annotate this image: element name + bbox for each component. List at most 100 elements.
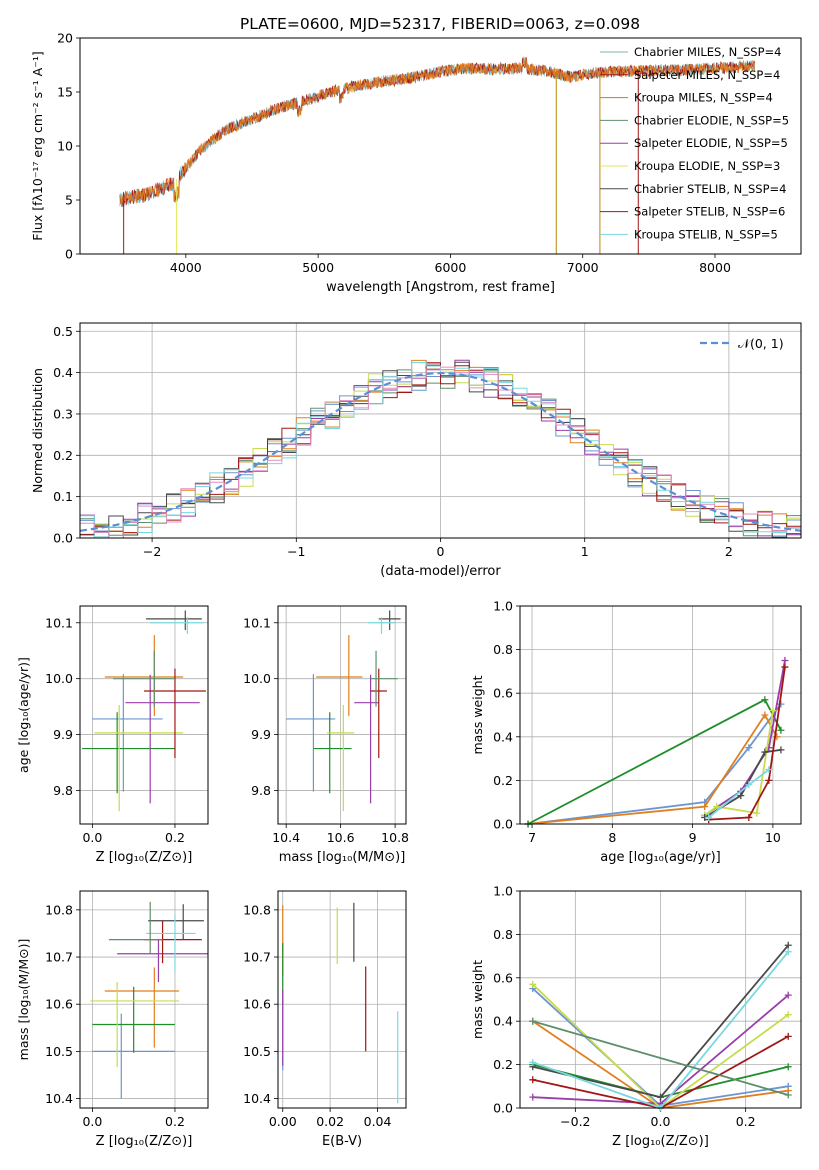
series-marker bbox=[529, 1058, 537, 1066]
age-vs-Z-axes bbox=[76, 606, 208, 828]
y-tick-label: 10.6 bbox=[45, 997, 73, 1012]
y-tick-label: 10.4 bbox=[45, 1091, 73, 1106]
plot-frame bbox=[519, 605, 802, 825]
series-marker bbox=[761, 711, 769, 719]
spectrum-series bbox=[119, 56, 756, 205]
y-axis-label: mass weight bbox=[470, 675, 485, 754]
series-marker bbox=[784, 1032, 792, 1040]
x-tick-label: 0 bbox=[437, 544, 445, 559]
x-tick-label: 10.4 bbox=[272, 830, 300, 845]
series-marker bbox=[745, 781, 753, 789]
x-tick-label: −0.2 bbox=[560, 1114, 590, 1129]
x-tick-label: 8000 bbox=[699, 260, 731, 275]
legend-label: Chabrier ELODIE, N_SSP=5 bbox=[634, 113, 789, 127]
series-marker bbox=[761, 696, 769, 704]
series-marker bbox=[784, 1011, 792, 1019]
legend-label: Kroupa MILES, N_SSP=4 bbox=[634, 91, 773, 105]
plot-frame bbox=[277, 605, 407, 825]
x-tick-label: 9 bbox=[689, 830, 697, 845]
y-tick-label: 10.0 bbox=[243, 671, 271, 686]
series-marker bbox=[657, 1093, 664, 1101]
plot-frame bbox=[277, 890, 407, 1109]
x-tick-label: 0.0 bbox=[82, 1114, 102, 1129]
x-tick-label: −2 bbox=[143, 544, 161, 559]
x-tick-label: 0.00 bbox=[269, 1114, 297, 1129]
x-tick-label: 0.2 bbox=[165, 830, 185, 845]
y-tick-label: 10.5 bbox=[45, 1044, 73, 1059]
y-tick-label: 0.1 bbox=[53, 489, 73, 504]
x-tick-label: 7000 bbox=[567, 260, 599, 275]
series-marker bbox=[784, 941, 792, 949]
y-tick-label: 0.0 bbox=[493, 1101, 513, 1116]
series-line bbox=[527, 698, 782, 825]
y-tick-label: 0.2 bbox=[493, 1057, 513, 1072]
x-tick-label: 0.0 bbox=[82, 830, 102, 845]
y-axis-label: mass [log₁₀(M/M⊙)] bbox=[16, 939, 31, 1061]
y-tick-label: 0.0 bbox=[493, 817, 513, 832]
x-axis-label: Z [log₁₀(Z/Z⊙)] bbox=[96, 1134, 193, 1149]
x-tick-label: −1 bbox=[287, 544, 305, 559]
y-tick-label: 1.0 bbox=[493, 599, 513, 614]
x-tick-label: 10.8 bbox=[381, 830, 409, 845]
plot-frame bbox=[79, 37, 802, 255]
y-tick-label: 10.7 bbox=[243, 950, 271, 965]
series-marker bbox=[784, 1063, 792, 1071]
series-marker bbox=[529, 1076, 537, 1084]
x-tick-label: 4000 bbox=[170, 260, 202, 275]
x-axis-label: wavelength [Angstrom, rest frame] bbox=[326, 280, 555, 295]
x-axis-label: Z [log₁₀(Z/Z⊙)] bbox=[612, 1134, 709, 1149]
x-axis-label: age [log₁₀(age/yr)] bbox=[600, 850, 721, 865]
series-marker bbox=[713, 803, 721, 811]
y-tick-label: 10.4 bbox=[243, 1091, 271, 1106]
series-marker bbox=[777, 726, 785, 734]
legend-label: Kroupa ELODIE, N_SSP=3 bbox=[634, 159, 780, 173]
series-marker bbox=[529, 1093, 537, 1101]
y-tick-label: 10.0 bbox=[45, 671, 73, 686]
y-tick-label: 9.8 bbox=[251, 783, 271, 798]
y-tick-label: 0.3 bbox=[53, 406, 73, 421]
y-tick-label: 9.9 bbox=[53, 727, 73, 742]
y-tick-label: 0.0 bbox=[53, 531, 73, 546]
x-tick-label: 7 bbox=[528, 830, 536, 845]
y-tick-label: 0.4 bbox=[493, 1014, 513, 1029]
y-tick-label: 5 bbox=[65, 193, 73, 208]
y-tick-label: 0.6 bbox=[493, 970, 513, 985]
y-tick-label: 0.2 bbox=[53, 448, 73, 463]
y-tick-label: 10 bbox=[57, 139, 73, 154]
x-tick-label: 2 bbox=[725, 544, 733, 559]
age-vs-mass-axes bbox=[274, 606, 406, 828]
x-axis-label: Z [log₁₀(Z/Z⊙)] bbox=[96, 850, 193, 865]
y-tick-label: 0 bbox=[65, 247, 73, 262]
y-axis-label: age [log₁₀(age/yr)] bbox=[16, 657, 31, 773]
legend-label: Chabrier STELIB, N_SSP=4 bbox=[634, 182, 786, 196]
series-marker bbox=[784, 948, 792, 956]
mass-vs-EBV-axes bbox=[274, 891, 406, 1112]
y-tick-label: 0.6 bbox=[493, 686, 513, 701]
y-tick-label: 0.5 bbox=[53, 324, 73, 339]
plot-frame bbox=[519, 890, 802, 1109]
series-marker bbox=[701, 803, 709, 811]
x-tick-label: 10 bbox=[765, 830, 781, 845]
y-tick-label: 10.6 bbox=[243, 997, 271, 1012]
x-tick-label: 8 bbox=[608, 830, 616, 845]
legend-label: Salpeter ELODIE, N_SSP=5 bbox=[634, 136, 788, 150]
y-axis-label: Flux [fλ10⁻¹⁷ erg cm⁻² s⁻¹ A⁻¹] bbox=[30, 51, 45, 240]
series-marker bbox=[765, 766, 773, 773]
series-line bbox=[527, 713, 778, 825]
legend-label: Salpeter MILES, N_SSP=4 bbox=[634, 68, 780, 82]
series-marker bbox=[781, 663, 789, 671]
y-tick-label: 9.9 bbox=[251, 727, 271, 742]
series-line bbox=[527, 703, 782, 825]
weight-vs-Z-axes bbox=[516, 890, 801, 1112]
y-tick-label: 0.8 bbox=[493, 927, 513, 942]
series-line bbox=[532, 1020, 789, 1096]
y-axis-label: Normed distribution bbox=[30, 368, 45, 493]
y-tick-label: 10.7 bbox=[45, 950, 73, 965]
y-tick-label: 10.5 bbox=[243, 1044, 271, 1059]
series-marker bbox=[705, 813, 713, 821]
plot-frame bbox=[79, 322, 802, 539]
y-tick-label: 0.8 bbox=[493, 642, 513, 657]
plot-frame bbox=[79, 605, 209, 825]
series-marker bbox=[784, 1091, 792, 1099]
series-marker bbox=[745, 813, 753, 821]
